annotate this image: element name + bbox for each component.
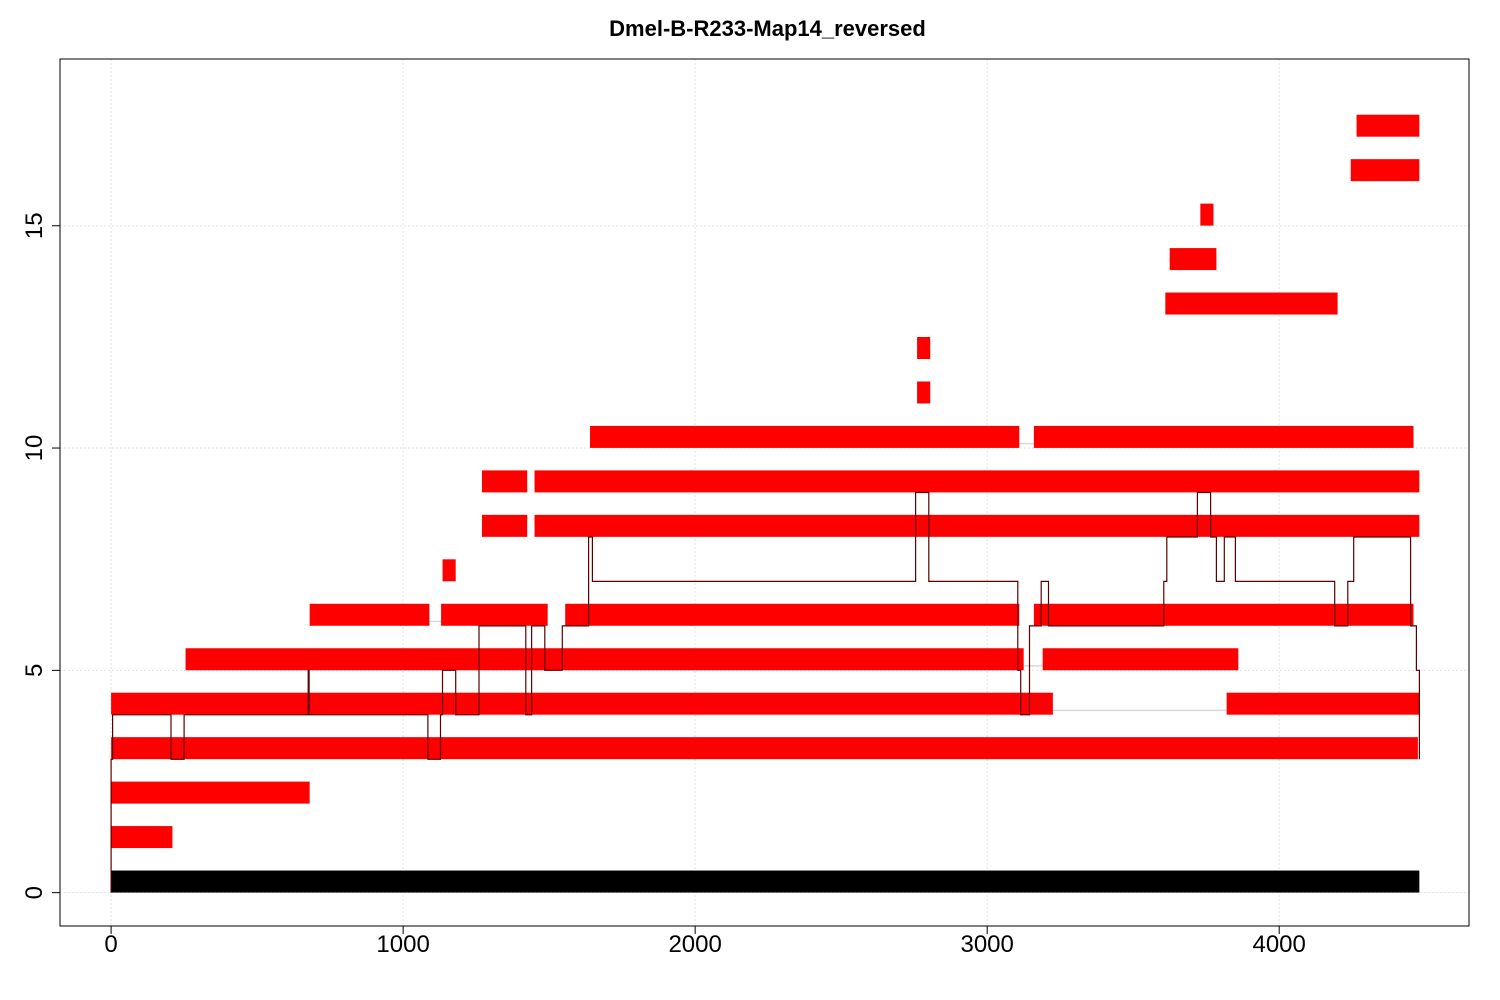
segment-bar — [1033, 603, 1414, 626]
gap-lines — [429, 442, 1227, 712]
segment-bar — [111, 692, 1053, 715]
y-tick-label: 0 — [21, 886, 48, 899]
segment-bar — [1033, 425, 1414, 448]
segment-bar — [1356, 114, 1420, 137]
segment-bar — [185, 648, 1024, 671]
y-tick-label: 10 — [21, 435, 48, 462]
segment-bar — [111, 826, 173, 849]
segment-bar — [442, 559, 456, 582]
axes: 0 1000 2000 3000 4000 0 5 10 15 — [21, 212, 1306, 958]
segment-bar — [309, 603, 430, 626]
reference-bar — [111, 870, 1420, 893]
segment-bar — [441, 603, 548, 626]
segment-bar — [565, 603, 1020, 626]
x-tick-label: 3000 — [960, 931, 1013, 958]
segment-bar — [534, 514, 1420, 537]
segment-bar — [590, 425, 1020, 448]
plot-frame — [59, 58, 1470, 927]
y-tick-label: 15 — [21, 212, 48, 239]
segment-bar — [1169, 248, 1217, 271]
x-tick-label: 4000 — [1252, 931, 1305, 958]
segment-bar — [1042, 648, 1239, 671]
segment-bar — [111, 737, 1418, 760]
segment-bar — [1350, 159, 1420, 182]
segment-bar — [917, 337, 931, 359]
segment-bar — [111, 781, 310, 804]
segment-bar — [1226, 692, 1420, 715]
x-tick-label: 1000 — [376, 931, 429, 958]
y-tick-label: 5 — [21, 664, 48, 677]
chart-title: Dmel-B-R233-Map14_reversed — [609, 16, 926, 41]
segment-bar — [1200, 203, 1214, 226]
coverage-path-layer — [110, 491, 1420, 893]
coverage-path — [110, 491, 1420, 893]
segment-bar — [1165, 292, 1338, 315]
x-tick-label: 0 — [104, 931, 117, 958]
segments — [111, 114, 1420, 893]
segment-bar — [481, 470, 528, 493]
segment-bar — [534, 470, 1420, 493]
grid — [60, 59, 1469, 926]
segment-bar — [481, 514, 528, 537]
segment-bar — [917, 381, 931, 404]
x-tick-label: 2000 — [668, 931, 721, 958]
